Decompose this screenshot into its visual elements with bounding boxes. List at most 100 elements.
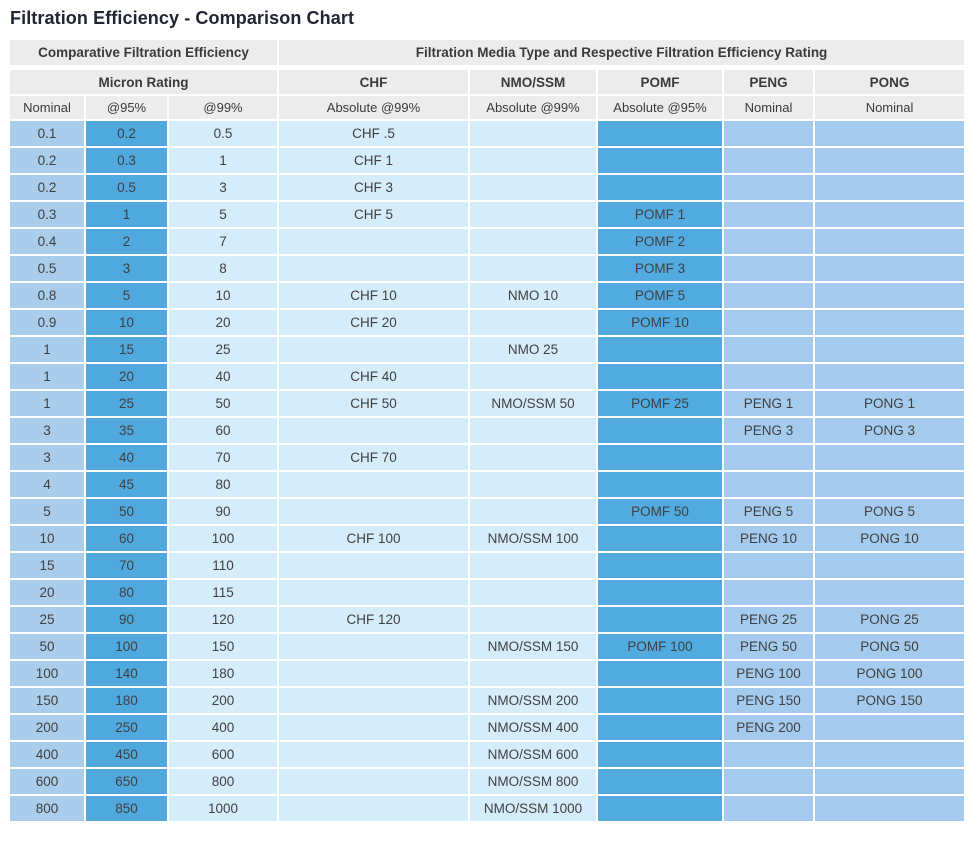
page-title: Filtration Efficiency - Comparison Chart bbox=[10, 8, 355, 28]
sub-header-at99: @99% bbox=[169, 96, 277, 119]
table-row: 1 15 25 NMO 25 bbox=[10, 337, 965, 362]
cell-at95: 250 bbox=[86, 715, 167, 740]
table-row: 0.5 3 8 POMF 3 bbox=[10, 256, 965, 281]
cell-nominal: 1 bbox=[10, 364, 84, 389]
cell-chf: CHF 10 bbox=[279, 283, 468, 308]
filtration-comparison-table: Comparative Filtration Efficiency Filtrat… bbox=[8, 38, 966, 823]
table-row: 1 25 50 CHF 50 NMO/SSM 50 POMF 25 PENG 1 PONG 1 bbox=[10, 391, 965, 416]
cell-nominal: 200 bbox=[10, 715, 84, 740]
cell-peng bbox=[724, 256, 813, 281]
cell-pomf bbox=[598, 796, 722, 821]
table-row: 0.2 0.5 3 CHF 3 bbox=[10, 175, 965, 200]
cell-nmo-ssm: NMO/SSM 100 bbox=[470, 526, 596, 551]
cell-nmo-ssm bbox=[470, 499, 596, 524]
cell-pong: PONG 25 bbox=[815, 607, 965, 632]
cell-peng bbox=[724, 202, 813, 227]
cell-pong bbox=[815, 796, 965, 821]
cell-chf bbox=[279, 580, 468, 605]
cell-pomf bbox=[598, 553, 722, 578]
cell-nominal: 150 bbox=[10, 688, 84, 713]
media-header-row: Micron Rating CHF NMO/SSM POMF PENG PONG bbox=[10, 70, 965, 94]
cell-pong bbox=[815, 175, 965, 200]
cell-nominal: 3 bbox=[10, 445, 84, 470]
cell-pomf: POMF 50 bbox=[598, 499, 722, 524]
cell-nominal: 0.5 bbox=[10, 256, 84, 281]
cell-at95: 3 bbox=[86, 256, 167, 281]
cell-peng: PENG 5 bbox=[724, 499, 813, 524]
table-row: 3 40 70 CHF 70 bbox=[10, 445, 965, 470]
cell-at99: 0.5 bbox=[169, 121, 277, 146]
cell-at95: 40 bbox=[86, 445, 167, 470]
cell-pomf: POMF 2 bbox=[598, 229, 722, 254]
cell-nominal: 0.9 bbox=[10, 310, 84, 335]
cell-pong bbox=[815, 229, 965, 254]
cell-peng: PENG 200 bbox=[724, 715, 813, 740]
table-row: 50 100 150 NMO/SSM 150 POMF 100 PENG 50 PONG 5… bbox=[10, 634, 965, 659]
cell-at99: 90 bbox=[169, 499, 277, 524]
cell-pong bbox=[815, 472, 965, 497]
cell-nmo-ssm bbox=[470, 175, 596, 200]
cell-nominal: 15 bbox=[10, 553, 84, 578]
cell-at99: 115 bbox=[169, 580, 277, 605]
table-row: 15 70 110 bbox=[10, 553, 965, 578]
group-header-filtration-media: Filtration Media Type and Respective Fil… bbox=[279, 40, 965, 68]
group-header-row: Comparative Filtration Efficiency Filtrat… bbox=[10, 40, 965, 68]
table-row: 0.3 1 5 CHF 5 POMF 1 bbox=[10, 202, 965, 227]
cell-pong: PONG 3 bbox=[815, 418, 965, 443]
cell-nominal: 0.3 bbox=[10, 202, 84, 227]
cell-chf: CHF .5 bbox=[279, 121, 468, 146]
cell-peng bbox=[724, 472, 813, 497]
cell-pong: PONG 10 bbox=[815, 526, 965, 551]
cell-pong bbox=[815, 364, 965, 389]
cell-at99: 7 bbox=[169, 229, 277, 254]
cell-pomf bbox=[598, 121, 722, 146]
cell-at95: 650 bbox=[86, 769, 167, 794]
cell-at95: 70 bbox=[86, 553, 167, 578]
cell-chf: CHF 20 bbox=[279, 310, 468, 335]
cell-pong bbox=[815, 742, 965, 767]
cell-at95: 45 bbox=[86, 472, 167, 497]
cell-pomf bbox=[598, 175, 722, 200]
cell-at95: 180 bbox=[86, 688, 167, 713]
cell-pong: PONG 50 bbox=[815, 634, 965, 659]
cell-at95: 15 bbox=[86, 337, 167, 362]
table-row: 0.1 0.2 0.5 CHF .5 bbox=[10, 121, 965, 146]
cell-at99: 180 bbox=[169, 661, 277, 686]
cell-nmo-ssm bbox=[470, 418, 596, 443]
cell-at99: 1 bbox=[169, 148, 277, 173]
cell-at99: 25 bbox=[169, 337, 277, 362]
cell-chf bbox=[279, 796, 468, 821]
media-header-micron-rating: Micron Rating bbox=[10, 70, 277, 94]
cell-nmo-ssm: NMO/SSM 150 bbox=[470, 634, 596, 659]
table-row: 4 45 80 bbox=[10, 472, 965, 497]
cell-nmo-ssm bbox=[470, 607, 596, 632]
cell-peng: PENG 25 bbox=[724, 607, 813, 632]
cell-peng: PENG 50 bbox=[724, 634, 813, 659]
cell-pong bbox=[815, 445, 965, 470]
table-row: 5 50 90 POMF 50 PENG 5 PONG 5 bbox=[10, 499, 965, 524]
cell-pong bbox=[815, 769, 965, 794]
cell-nmo-ssm bbox=[470, 472, 596, 497]
cell-pomf: POMF 10 bbox=[598, 310, 722, 335]
cell-nominal: 4 bbox=[10, 472, 84, 497]
cell-peng bbox=[724, 310, 813, 335]
cell-at95: 0.3 bbox=[86, 148, 167, 173]
cell-pomf bbox=[598, 607, 722, 632]
sub-header-pomf: Absolute @95% bbox=[598, 96, 722, 119]
cell-at99: 20 bbox=[169, 310, 277, 335]
cell-chf bbox=[279, 661, 468, 686]
cell-pong bbox=[815, 553, 965, 578]
cell-nominal: 20 bbox=[10, 580, 84, 605]
cell-nmo-ssm bbox=[470, 229, 596, 254]
cell-pomf: POMF 25 bbox=[598, 391, 722, 416]
media-header-peng: PENG bbox=[724, 70, 813, 94]
cell-at99: 40 bbox=[169, 364, 277, 389]
cell-nmo-ssm: NMO/SSM 200 bbox=[470, 688, 596, 713]
cell-chf bbox=[279, 742, 468, 767]
cell-at99: 8 bbox=[169, 256, 277, 281]
cell-peng bbox=[724, 580, 813, 605]
cell-at95: 850 bbox=[86, 796, 167, 821]
cell-nominal: 0.4 bbox=[10, 229, 84, 254]
group-header-comparative-filtration: Comparative Filtration Efficiency bbox=[10, 40, 277, 68]
